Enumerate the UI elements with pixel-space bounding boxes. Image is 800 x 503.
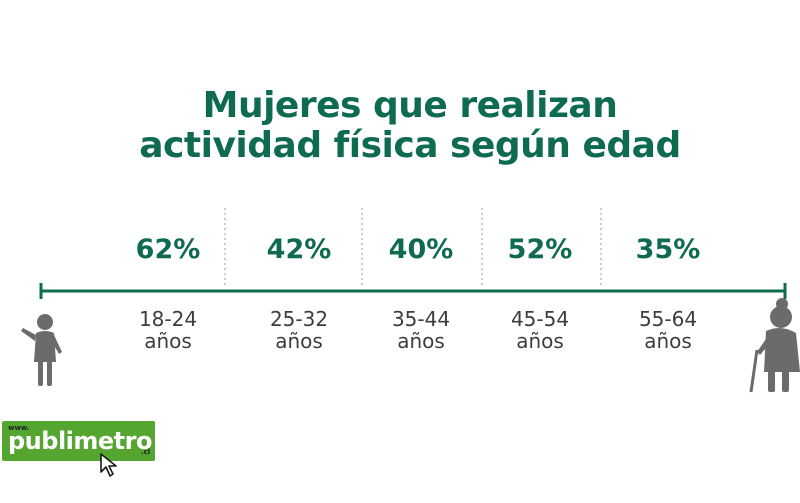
age-range-label: 25-32 — [270, 307, 328, 331]
age-unit-label: años — [397, 329, 445, 353]
logo-www: www. — [8, 424, 30, 432]
age-unit-label: años — [275, 329, 323, 353]
publimetro-logo: www. publimetro .cl — [2, 421, 155, 461]
percentage-label: 62% — [136, 234, 201, 265]
young-woman-icon — [21, 314, 62, 386]
chart-title-line-2: actividad física según edad — [139, 125, 681, 166]
age-range-label: 55-64 — [639, 307, 697, 331]
age-unit-label: años — [144, 329, 192, 353]
logo-tld: .cl — [141, 448, 151, 456]
percentage-label: 42% — [267, 234, 332, 265]
percentage-label: 40% — [389, 234, 454, 265]
chart-title-line-1: Mujeres que realizan — [202, 85, 618, 126]
age-unit-label: años — [644, 329, 692, 353]
cursor-icon — [100, 453, 117, 477]
age-range-label: 35-44 — [392, 307, 450, 331]
chart-title: Mujeres que realizan actividad física se… — [0, 86, 800, 166]
age-range-label: 45-54 — [511, 307, 569, 331]
age-range-label: 18-24 — [139, 307, 197, 331]
logo-brand: publimetro — [8, 427, 152, 455]
percentage-label: 52% — [508, 234, 573, 265]
age-unit-label: años — [516, 329, 564, 353]
elderly-woman-with-cane-icon — [749, 298, 800, 393]
percentage-label: 35% — [636, 234, 701, 265]
